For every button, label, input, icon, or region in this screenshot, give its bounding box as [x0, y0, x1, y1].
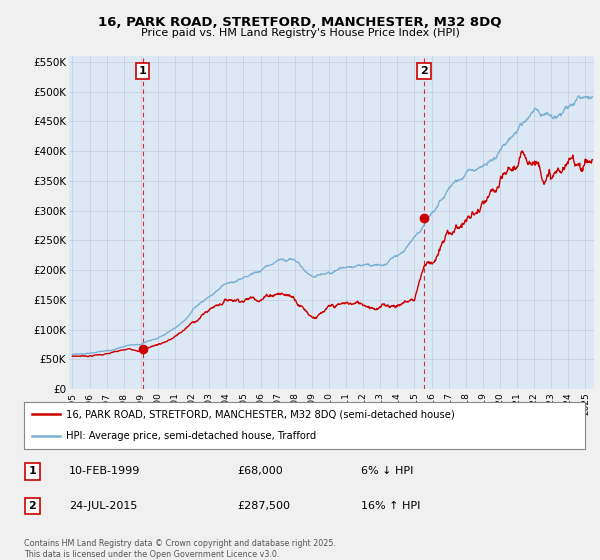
Text: Price paid vs. HM Land Registry's House Price Index (HPI): Price paid vs. HM Land Registry's House …: [140, 28, 460, 38]
Text: 2: 2: [420, 66, 428, 76]
Text: £287,500: £287,500: [237, 501, 290, 511]
Text: 16% ↑ HPI: 16% ↑ HPI: [361, 501, 420, 511]
Text: Contains HM Land Registry data © Crown copyright and database right 2025.
This d: Contains HM Land Registry data © Crown c…: [24, 539, 336, 559]
Text: 24-JUL-2015: 24-JUL-2015: [69, 501, 137, 511]
Text: 16, PARK ROAD, STRETFORD, MANCHESTER, M32 8DQ (semi-detached house): 16, PARK ROAD, STRETFORD, MANCHESTER, M3…: [66, 409, 455, 419]
Text: HPI: Average price, semi-detached house, Trafford: HPI: Average price, semi-detached house,…: [66, 431, 316, 441]
Text: 1: 1: [29, 466, 36, 476]
Text: 16, PARK ROAD, STRETFORD, MANCHESTER, M32 8DQ: 16, PARK ROAD, STRETFORD, MANCHESTER, M3…: [98, 16, 502, 29]
Text: 10-FEB-1999: 10-FEB-1999: [69, 466, 140, 476]
Text: 2: 2: [29, 501, 36, 511]
Text: 1: 1: [139, 66, 146, 76]
Text: £68,000: £68,000: [237, 466, 283, 476]
Text: 6% ↓ HPI: 6% ↓ HPI: [361, 466, 413, 476]
